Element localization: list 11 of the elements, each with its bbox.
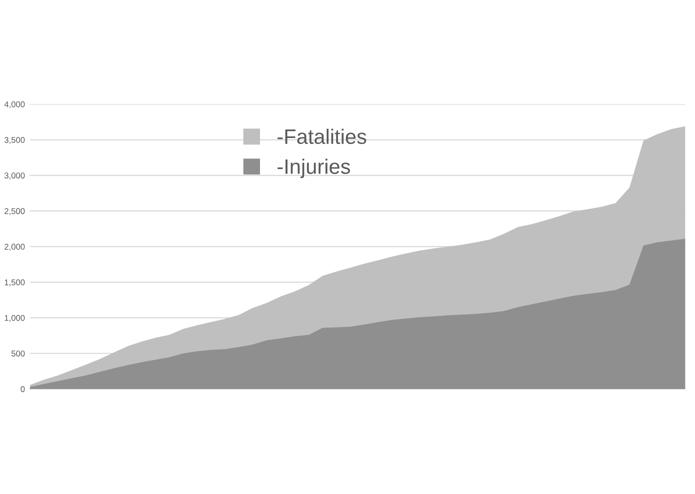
legend-label: -Fatalities (278, 128, 366, 144)
y-tick-label: 3,500 (4, 136, 25, 144)
y-tick-label: 1,500 (4, 279, 25, 286)
y-tick-label: 1,000 (4, 314, 25, 322)
y-tick-label: 0 (20, 386, 25, 392)
y-tick-label: 3,000 (4, 172, 25, 180)
y-tick-label: 2,500 (4, 208, 25, 216)
y-tick-label: 2,000 (4, 244, 25, 251)
y-tick-label: 4,000 (4, 101, 25, 108)
legend-label: -Injuries (278, 158, 350, 178)
y-tick-label: 500 (11, 350, 25, 356)
